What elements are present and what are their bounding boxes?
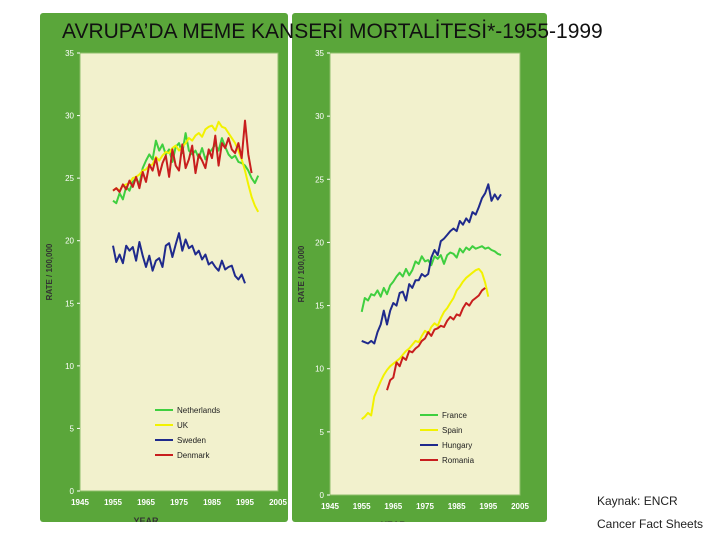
x-tick-label: 1945 <box>71 498 89 507</box>
legend-label-romania: Romania <box>442 456 475 465</box>
slide-title: AVRUPA’DA MEME KANSERİ MORTALİTESİ*-1955… <box>62 20 603 43</box>
x-axis-label: YEAR <box>133 516 159 522</box>
y-tick-label: 20 <box>65 237 74 246</box>
y-tick-label: 10 <box>315 365 324 374</box>
y-axis-label: RATE / 100,000 <box>297 245 306 302</box>
plot-area-right <box>329 52 521 496</box>
y-tick-label: 25 <box>65 174 74 183</box>
x-tick-label: 1985 <box>448 502 466 511</box>
x-tick-label: 1985 <box>203 498 221 507</box>
y-tick-label: 30 <box>65 112 74 121</box>
series-line-spain <box>361 267 490 420</box>
x-tick-label: 1955 <box>353 502 371 511</box>
y-tick-label: 0 <box>70 487 75 496</box>
legend-label-hungary: Hungary <box>442 441 472 450</box>
series-line-sweden <box>112 232 246 284</box>
line-chart-right: 0 5 10 15 20 25 30 35 1945 1955 1965 1975 1985 1995 20… <box>297 49 529 530</box>
y-tick-label: 15 <box>315 302 324 311</box>
x-tick-label: 1995 <box>479 502 497 511</box>
y-tick-label: 5 <box>70 424 75 433</box>
legend-label-uk: UK <box>177 421 189 430</box>
legend-label-france: France <box>442 411 467 420</box>
x-axis-label: YEAR <box>381 520 407 522</box>
y-tick-label: 5 <box>320 428 325 437</box>
series-line-uk <box>112 120 260 213</box>
y-tick-label: 35 <box>65 49 74 58</box>
chart-panel-right: 0 5 10 15 20 25 30 35 1945 1955 1965 1975 1985 1995 20… <box>292 13 547 530</box>
reference-note: Cancer Fact Sheets <box>597 517 704 531</box>
legend-label-spain: Spain <box>442 426 462 435</box>
x-tick-label: 1975 <box>170 498 188 507</box>
y-axis-label: RATE / 100,000 <box>45 243 54 300</box>
legend-label-denmark: Denmark <box>177 451 210 460</box>
source-note: Kaynak: ENCR <box>597 494 678 508</box>
y-tick-label: 15 <box>65 299 74 308</box>
y-tick-label: 10 <box>65 362 74 371</box>
series-line-hungary <box>361 183 502 345</box>
y-tick-label: 25 <box>315 175 324 184</box>
x-tick-label: 1965 <box>137 498 155 507</box>
x-tick-label: 1995 <box>236 498 254 507</box>
legend-label-sweden: Sweden <box>177 436 206 445</box>
line-chart-left: 0 5 10 15 20 25 30 35 1945 1955 1965 1975 1985 1995 20… <box>45 49 287 526</box>
chart-panel-left: 0 5 10 15 20 25 30 35 1945 1955 1965 1975 1985 1995 20… <box>40 13 288 526</box>
y-tick-label: 30 <box>315 112 324 121</box>
x-tick-label: 1965 <box>384 502 402 511</box>
y-tick-label: 35 <box>315 49 324 58</box>
y-tick-label: 20 <box>315 238 324 247</box>
x-tick-label: 2005 <box>511 502 529 511</box>
series-line-france <box>360 245 502 313</box>
series-line-romania <box>386 287 486 391</box>
series-line-denmark <box>112 119 253 193</box>
legend-label-netherlands: Netherlands <box>177 406 220 415</box>
x-tick-label: 1945 <box>321 502 339 511</box>
x-tick-label: 2005 <box>269 498 287 507</box>
y-tick-label: 0 <box>320 491 325 500</box>
x-tick-label: 1975 <box>416 502 434 511</box>
x-tick-label: 1955 <box>104 498 122 507</box>
